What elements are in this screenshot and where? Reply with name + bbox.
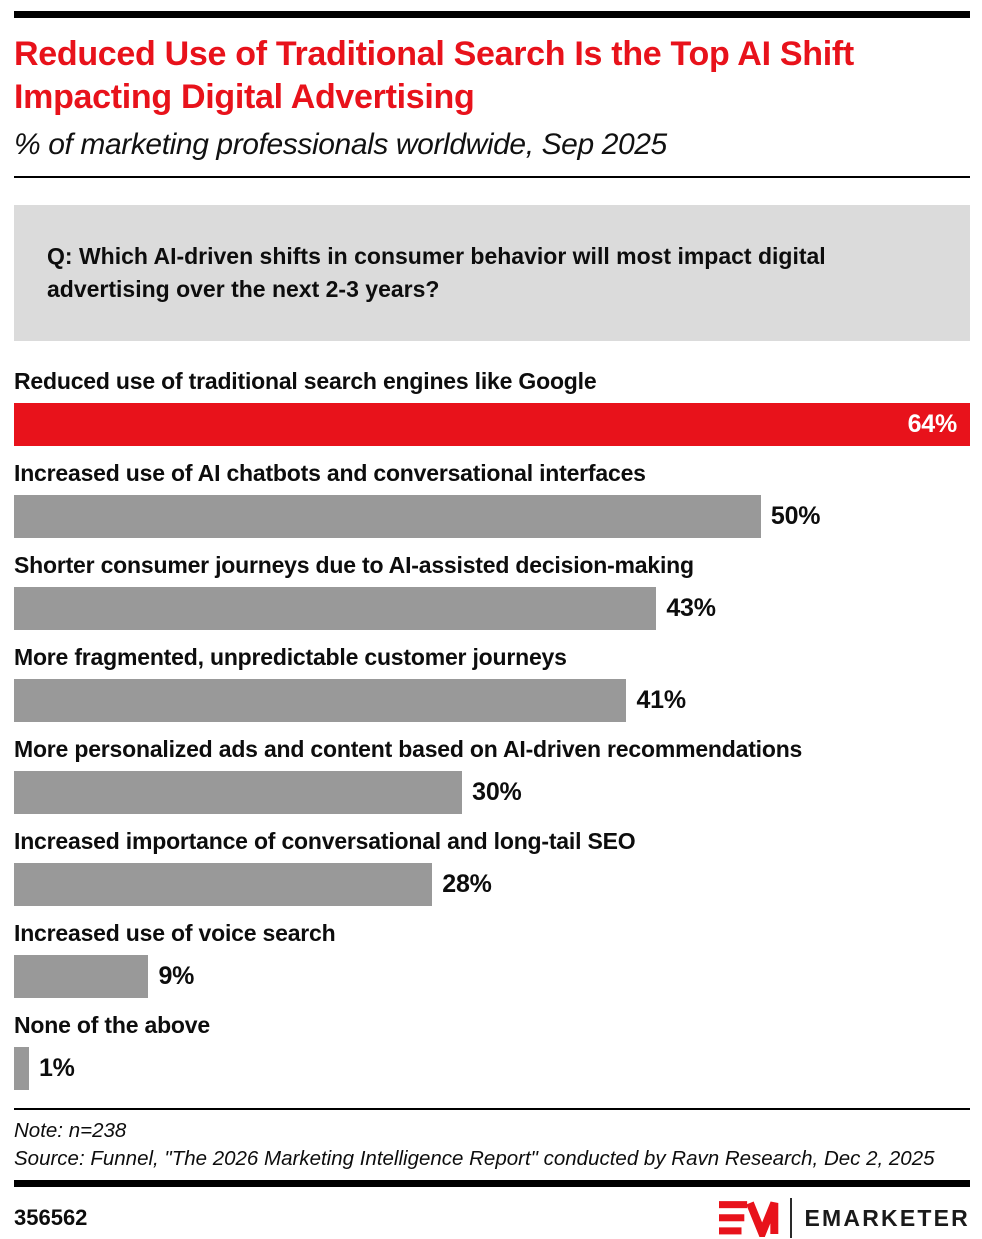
chart-id: 356562 (14, 1205, 88, 1230)
footnote-divider (14, 1108, 970, 1110)
emarketer-logo-icon (718, 1201, 778, 1237)
footnote: Note: n=238 Source: Funnel, "The 2026 Ma… (14, 1117, 970, 1173)
bar-value-label: 30% (472, 778, 522, 806)
footer-bar: 356562 EMARKETER (14, 1198, 970, 1238)
bar-category-label: More fragmented, unpredictable customer … (14, 644, 567, 670)
footer-divider (14, 1180, 970, 1187)
footnote-source: Source: Funnel, "The 2026 Marketing Inte… (14, 1147, 935, 1170)
bar-category-label: None of the above (14, 1012, 210, 1038)
bar-category-label: Reduced use of traditional search engine… (14, 368, 597, 394)
bar (14, 771, 463, 814)
footnote-note: Note: n=238 (14, 1119, 127, 1142)
bar (14, 495, 761, 538)
chart-page: Reduced Use of Traditional Search Is the… (0, 11, 982, 1238)
bar-row: Shorter consumer journeys due to AI-assi… (14, 552, 970, 630)
bar-category-label: More personalized ads and content based … (14, 736, 803, 762)
bar-track: 50% (14, 495, 970, 538)
bar (14, 679, 627, 722)
bar-track: 41% (14, 679, 970, 722)
page-title: Reduced Use of Traditional Search Is the… (14, 35, 854, 116)
bar-row: More personalized ads and content based … (14, 736, 970, 814)
brand-lockup: EMARKETER (718, 1198, 970, 1238)
bar-row: Reduced use of traditional search engine… (14, 368, 970, 446)
bar-track: 9% (14, 955, 970, 998)
survey-question-box: Q: Which AI-driven shifts in consumer be… (14, 205, 970, 341)
bar-track: 43% (14, 587, 970, 630)
top-divider (14, 11, 970, 18)
survey-question-text: Q: Which AI-driven shifts in consumer be… (47, 243, 826, 302)
bar (14, 863, 433, 906)
brand-divider (789, 1198, 792, 1238)
bar-value-label: 9% (158, 962, 195, 990)
page-subtitle: % of marketing professionals worldwide, … (14, 128, 667, 161)
bar-track: 30% (14, 771, 970, 814)
header-divider (14, 176, 970, 178)
brand-name: EMARKETER (804, 1204, 970, 1231)
bar (14, 955, 149, 998)
bar-value-label: 1% (38, 1054, 75, 1082)
bar (14, 1047, 29, 1090)
bar (14, 587, 657, 630)
bar: 64% (14, 403, 970, 446)
bar-category-label: Increased use of AI chatbots and convers… (14, 460, 646, 486)
bar-chart: Reduced use of traditional search engine… (14, 368, 970, 1090)
bar-value-label: 41% (636, 686, 686, 714)
bar-row: More fragmented, unpredictable customer … (14, 644, 970, 722)
bar-category-label: Increased use of voice search (14, 920, 336, 946)
bar-category-label: Increased importance of conversational a… (14, 828, 636, 854)
bar-row: Increased importance of conversational a… (14, 828, 970, 906)
bar-row: Increased use of AI chatbots and convers… (14, 460, 970, 538)
bar-row: Increased use of voice search 9% (14, 920, 970, 998)
bar-row: None of the above 1% (14, 1012, 970, 1090)
bar-value-label: 43% (666, 594, 716, 622)
bar-value-label: 50% (770, 502, 821, 530)
bar-category-label: Shorter consumer journeys due to AI-assi… (14, 552, 694, 578)
bar-track: 64% (14, 403, 970, 446)
bar-track: 28% (14, 863, 970, 906)
bar-value-label: 28% (442, 870, 492, 898)
bar-value-label: 64% (907, 410, 958, 438)
bar-track: 1% (14, 1047, 970, 1090)
